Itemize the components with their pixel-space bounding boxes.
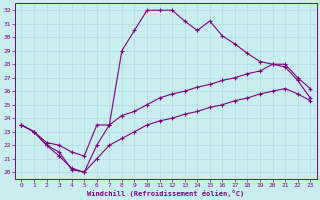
X-axis label: Windchill (Refroidissement éolien,°C): Windchill (Refroidissement éolien,°C) — [87, 190, 244, 197]
